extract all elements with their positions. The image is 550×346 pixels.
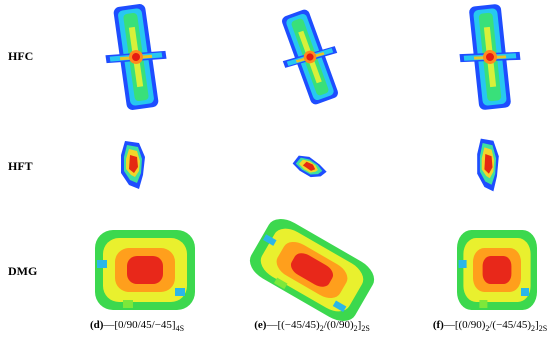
caption: (d)—[0/90/45/−45]4S [90,319,184,333]
caption-part: (f) [433,319,444,331]
caption-part: /(−45/45) [489,319,531,331]
caption-part: 2 [485,324,489,333]
caption-part: 4S [176,324,184,333]
row-label: HFC [8,49,33,63]
caption: (f)—[(0/90)2/(−45/45)2]2S [433,319,547,333]
caption-part: 2S [539,324,547,333]
caption-part: —[(−45/45) [265,319,320,331]
caption-part: 2 [531,324,535,333]
caption-part: /(0/90) [324,319,354,331]
caption-part: 2 [354,324,358,333]
caption: (e)—[(−45/45)2/(0/90)2]2S [254,319,370,333]
caption-part: 2S [361,324,369,333]
caption-part: —[(0/90) [443,319,486,331]
caption-part: —[0/90/45/−45] [102,319,175,331]
caption-part: ] [358,319,362,331]
caption-part: ] [535,319,539,331]
caption-part: 2 [320,324,324,333]
row-label: DMG [8,264,37,278]
caption-part: (e) [254,319,267,331]
row-label: HFT [8,159,33,173]
caption-part: (d) [90,319,104,331]
